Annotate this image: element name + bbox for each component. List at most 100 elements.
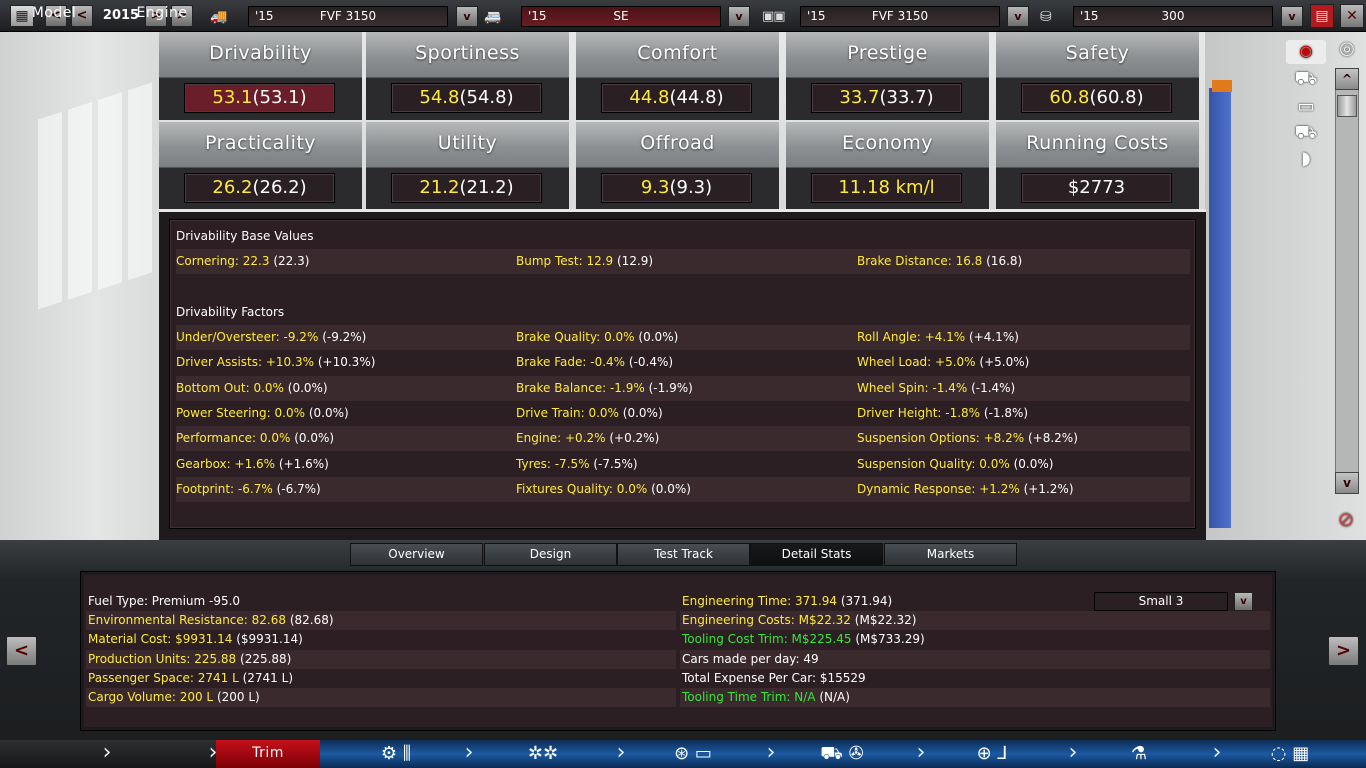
stat-base: (82.68) — [289, 613, 334, 628]
stats-panel-inner: Fuel Type: Premium -95.0 Environmental Re… — [84, 575, 1272, 727]
stat-key: Drive Train: 0.0% — [516, 405, 619, 420]
market-select-button[interactable]: v — [1234, 592, 1253, 611]
view-scrollbar[interactable] — [1335, 68, 1359, 493]
stat-base: (+10.3%) — [317, 355, 376, 370]
stat-key: Under/Oversteer: -9.2% — [176, 330, 319, 344]
model-dropdown-button[interactable]: v — [456, 6, 478, 27]
rating-value-box: 53.1(53.1) — [184, 83, 335, 113]
stat-base: (+0.2%) — [609, 431, 660, 446]
stat-key: Cars made per day: 49 — [682, 651, 819, 666]
stat-key: Total Expense Per Car: $15529 — [682, 670, 866, 685]
prev-page-button[interactable]: < — [6, 636, 37, 666]
calendar-icon[interactable]: ▦ — [10, 5, 34, 27]
camera-icon[interactable]: ◉ — [1286, 40, 1326, 64]
view-front-icon[interactable]: ⛟ — [1294, 68, 1318, 89]
rating-tile-utility[interactable]: Utility 21.2(21.2) — [366, 122, 569, 210]
rating-tile-practicality[interactable]: Practicality 26.2(26.2) — [159, 122, 362, 210]
scroll-up-button[interactable]: ^ — [1335, 68, 1359, 90]
tab-test-track[interactable]: Test Track — [617, 543, 750, 566]
stat-key: Fuel Type: Premium -95.0 — [88, 594, 241, 608]
view-side-icon[interactable]: ▭ — [1297, 96, 1315, 117]
tab-detail-stats[interactable]: Detail Stats — [750, 543, 883, 566]
rating-tile-sportiness[interactable]: Sportiness 54.8(54.8) — [366, 32, 569, 120]
stat-key: Suspension Options: +8.2% — [857, 431, 1025, 446]
save-icon[interactable]: ▤ — [1310, 4, 1334, 28]
rating-tile-prestige[interactable]: Prestige 33.7(33.7) — [786, 32, 989, 120]
close-icon[interactable]: ✕ — [1340, 4, 1364, 28]
nav-separator: › — [1212, 740, 1222, 765]
model-field[interactable]: '15 FVF 3150 — [248, 6, 448, 27]
rating-value: 33.7 — [839, 87, 880, 108]
tab-markets[interactable]: Markets — [884, 543, 1017, 566]
stat-base: (-1.9%) — [648, 380, 693, 395]
rating-tile-safety[interactable]: Safety 60.8(60.8) — [996, 32, 1199, 120]
engine-field[interactable]: '15 300 — [1073, 6, 1273, 27]
finish-flag-icon[interactable]: ◌ ▦ — [1270, 743, 1310, 764]
spacer-row — [176, 274, 1190, 299]
stat-cell: Bump Test: 12.9 (12.9) — [516, 249, 653, 273]
stat-base: (16.8) — [986, 254, 1023, 268]
interior-icon[interactable]: ⊕ ⅃ — [976, 743, 1008, 764]
tab-overview[interactable]: Overview — [350, 543, 483, 566]
engine-year: '15 — [1080, 9, 1099, 23]
test-icon[interactable]: ⚗ — [1130, 743, 1148, 764]
stat-base: (-6.7%) — [276, 481, 321, 496]
drivetrain-icon[interactable]: ⚙ ⫼ — [380, 743, 412, 764]
chassis-dropdown-button[interactable]: v — [1007, 6, 1029, 27]
factor-row: Footprint: -6.7% (-6.7%) Fixtures Quality… — [176, 476, 1190, 502]
year-next-fast-button[interactable]: > — [171, 5, 193, 27]
rating-label: Safety — [996, 32, 1199, 78]
stat-key: Wheel Spin: -1.4% — [857, 380, 968, 395]
nav-engine[interactable]: Engine — [136, 5, 188, 21]
stat-cell: Suspension Options: +8.2% (+8.2%) — [857, 426, 1078, 450]
stat-key: Gearbox: +1.6% — [176, 456, 276, 471]
wheels-icon[interactable]: ✲✲ — [527, 743, 559, 764]
rating-tile-drivability[interactable]: Drivability 53.1(53.1) — [159, 32, 362, 120]
stat-key: Production Units: 225.88 — [88, 651, 237, 666]
stat-cell: Footprint: -6.7% (-6.7%) — [176, 477, 321, 501]
stat-row: Production Units: 225.88 (225.88) — [86, 649, 676, 669]
rating-tile-economy[interactable]: Economy 11.18 km/l — [786, 122, 989, 210]
market-select[interactable]: Small 3 — [1094, 592, 1228, 611]
factor-row: Performance: 0.0% (0.0%) Engine: +0.2% (+… — [176, 426, 1190, 452]
nav-model[interactable]: Model — [31, 5, 77, 21]
rating-tile-offroad[interactable]: Offroad 9.3(9.3) — [576, 122, 779, 210]
tab-design[interactable]: Design — [484, 543, 617, 566]
nav-trim[interactable]: Trim — [216, 740, 320, 768]
rating-label: Comfort — [576, 32, 779, 78]
chassis-field[interactable]: '15 FVF 3150 — [800, 6, 1000, 27]
view-rear-icon[interactable]: ⛟ — [1294, 122, 1318, 143]
rating-value-box: 9.3(9.3) — [601, 173, 752, 203]
next-page-button[interactable]: > — [1328, 636, 1359, 666]
year-next-button[interactable]: > — [145, 5, 167, 27]
rating-value: 44.8 — [629, 87, 670, 108]
delete-icon[interactable]: ⊘ — [1337, 507, 1355, 531]
rating-value-box: 33.7(33.7) — [811, 83, 962, 113]
rating-base-value: (53.1) — [252, 87, 307, 108]
brakes-suspension-icon[interactable]: ⊛ ▭ — [674, 743, 712, 764]
stat-key: Engineering Time: 371.94 — [682, 594, 838, 608]
stat-cell: Brake Distance: 16.8 (16.8) — [857, 249, 1022, 273]
body-aero-icon[interactable]: ⛟ ✇ — [820, 743, 864, 764]
trim-field[interactable]: '15 SE — [521, 6, 721, 27]
nav-separator: › — [616, 740, 626, 765]
rating-base-value: (44.8) — [669, 87, 724, 108]
rating-label: Practicality — [159, 122, 362, 168]
stat-base: (2741 L) — [242, 670, 293, 685]
rating-value: 11.18 km/l — [838, 177, 935, 198]
section-title: Drivability Base Values — [176, 229, 314, 243]
rating-value-box: 54.8(54.8) — [391, 83, 542, 113]
scroll-thumb[interactable] — [1337, 95, 1357, 117]
stat-row: Cars made per day: 49 — [680, 649, 1270, 669]
trim-dropdown-button[interactable]: v — [728, 6, 750, 27]
stat-cell: Driver Assists: +10.3% (+10.3%) — [176, 350, 375, 374]
scroll-down-button[interactable]: v — [1335, 472, 1359, 494]
rating-tile-running-costs[interactable]: Running Costs $2773 — [996, 122, 1199, 210]
year-prev-button[interactable]: < — [71, 5, 93, 27]
stat-key: Cornering: 22.3 — [176, 254, 270, 268]
view-angle-icon[interactable]: ◗ — [1301, 148, 1311, 169]
year-prev-fast-button[interactable]: < — [45, 5, 67, 27]
engine-dropdown-button[interactable]: v — [1281, 6, 1303, 27]
eye-icon[interactable]: ◎ — [1339, 38, 1355, 59]
rating-tile-comfort[interactable]: Comfort 44.8(44.8) — [576, 32, 779, 120]
